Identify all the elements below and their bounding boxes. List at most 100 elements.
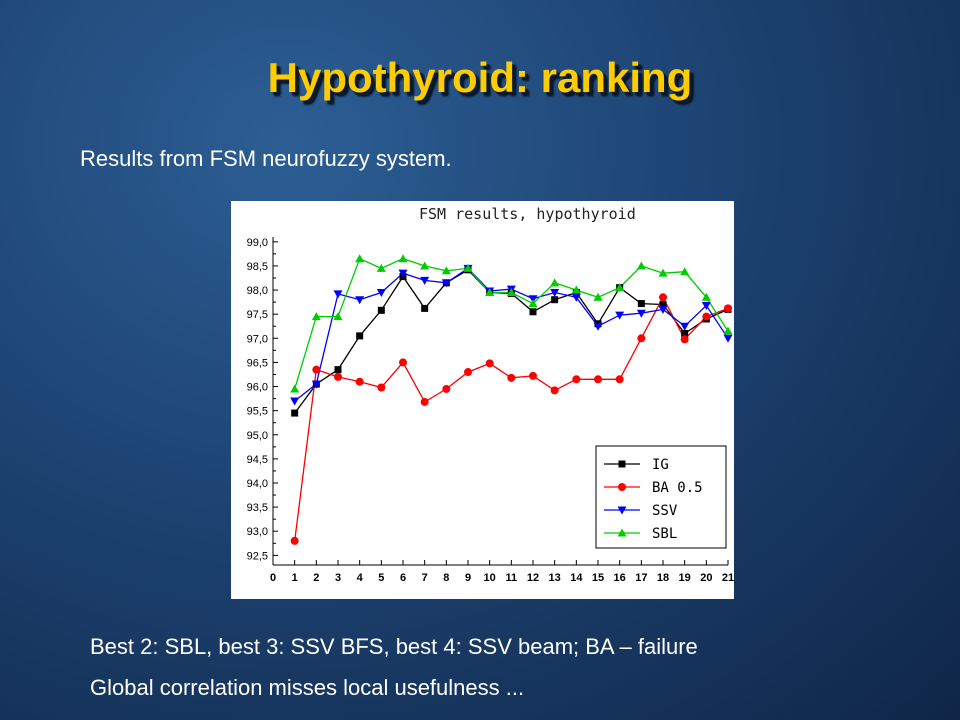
data-point bbox=[399, 358, 407, 367]
slide-subtitle: Results from FSM neurofuzzy system. bbox=[80, 146, 452, 171]
legend-label: BA 0.5 bbox=[652, 480, 703, 496]
data-point bbox=[615, 311, 625, 320]
data-point bbox=[377, 306, 385, 314]
data-point bbox=[658, 305, 668, 314]
x-tick-label: 17 bbox=[635, 572, 647, 584]
x-tick-label: 15 bbox=[592, 572, 604, 584]
data-point bbox=[528, 299, 538, 308]
data-point bbox=[529, 308, 537, 316]
data-point bbox=[658, 268, 668, 277]
x-tick-label: 8 bbox=[443, 572, 449, 584]
legend-marker bbox=[618, 460, 626, 468]
data-point bbox=[723, 326, 733, 335]
chart-title: FSM results, hypothyroid bbox=[419, 205, 636, 223]
x-tick-label: 4 bbox=[357, 572, 364, 584]
x-tick-label: 0 bbox=[270, 572, 276, 584]
data-point bbox=[659, 293, 667, 302]
legend-marker bbox=[617, 528, 627, 537]
data-point bbox=[464, 368, 472, 377]
data-point bbox=[420, 276, 430, 285]
x-tick-label: 11 bbox=[506, 572, 518, 584]
data-point bbox=[333, 312, 343, 321]
data-point bbox=[529, 371, 537, 380]
data-point bbox=[571, 293, 581, 302]
note-best-features: Best 2: SBL, best 3: SSV BFS, best 4: SS… bbox=[90, 634, 698, 659]
data-point bbox=[681, 329, 689, 337]
data-point bbox=[615, 283, 625, 292]
x-tick-label: 2 bbox=[313, 572, 319, 584]
data-point bbox=[398, 269, 408, 278]
data-point bbox=[550, 278, 560, 287]
data-point bbox=[593, 292, 603, 301]
data-point bbox=[442, 384, 451, 393]
data-point bbox=[420, 397, 429, 406]
data-point bbox=[333, 290, 343, 299]
data-point bbox=[550, 288, 560, 297]
x-tick-label: 14 bbox=[570, 572, 583, 584]
chart-panel: FSM results, hypothyroid 92,5 93,0 93,5 94,… bbox=[231, 201, 734, 599]
data-point bbox=[659, 301, 667, 309]
x-tick-label: 1 bbox=[292, 572, 298, 584]
x-tick-label: 7 bbox=[422, 572, 428, 584]
y-tick-label: 97,5 bbox=[247, 309, 268, 321]
data-point bbox=[637, 334, 646, 343]
x-tick-label: 5 bbox=[378, 572, 384, 584]
x-tick-label: 12 bbox=[527, 572, 539, 584]
y-tick-label: 98,0 bbox=[247, 285, 268, 297]
data-point bbox=[291, 409, 299, 417]
data-point bbox=[312, 365, 321, 374]
legend-box bbox=[595, 445, 727, 549]
data-point bbox=[551, 296, 559, 304]
series-line bbox=[294, 257, 729, 390]
data-point bbox=[441, 266, 451, 275]
y-tick-label: 93,0 bbox=[247, 526, 268, 538]
x-tick-label: 18 bbox=[657, 572, 669, 584]
data-point bbox=[290, 536, 299, 545]
data-point bbox=[485, 287, 495, 296]
y-tick-label: 93,5 bbox=[247, 502, 268, 514]
data-point bbox=[637, 300, 645, 308]
data-point bbox=[355, 296, 365, 305]
data-point bbox=[334, 372, 342, 381]
slide-title: Hypothyroid: ranking bbox=[267, 54, 693, 101]
data-point bbox=[702, 312, 711, 321]
data-point bbox=[723, 334, 733, 343]
data-point bbox=[355, 254, 365, 263]
data-point bbox=[593, 322, 603, 331]
legend-label: SBL bbox=[652, 526, 677, 542]
x-tick-label: 19 bbox=[679, 572, 691, 584]
data-point bbox=[377, 383, 386, 392]
data-point bbox=[290, 397, 300, 406]
data-point bbox=[334, 366, 342, 374]
data-point bbox=[290, 384, 300, 393]
legend-label: IG bbox=[652, 457, 669, 473]
data-point bbox=[376, 288, 386, 297]
data-point bbox=[680, 267, 690, 276]
data-point bbox=[701, 292, 711, 301]
data-point bbox=[615, 375, 624, 384]
data-point bbox=[680, 335, 689, 344]
x-tick-label: 21 bbox=[722, 572, 734, 584]
y-tick-label: 97,0 bbox=[247, 333, 268, 345]
data-point bbox=[680, 322, 690, 331]
x-tick-label: 3 bbox=[335, 572, 341, 584]
data-point bbox=[485, 359, 494, 368]
legend-marker bbox=[617, 506, 627, 515]
y-tick-label: 94,0 bbox=[247, 478, 268, 490]
note-global-correlation: Global correlation misses local usefulne… bbox=[90, 675, 525, 700]
legend-label: SSV bbox=[652, 503, 678, 519]
data-point bbox=[311, 312, 321, 321]
data-point bbox=[463, 263, 473, 272]
line-chart: FSM results, hypothyroid 92,5 93,0 93,5 94,… bbox=[247, 205, 734, 584]
y-tick-label: 98,5 bbox=[247, 261, 268, 273]
data-point bbox=[356, 332, 364, 340]
y-tick-label: 95,5 bbox=[247, 406, 268, 418]
y-tick-label: 95,0 bbox=[247, 430, 268, 442]
data-point bbox=[355, 377, 364, 386]
data-point bbox=[398, 254, 408, 263]
x-tick-label: 20 bbox=[700, 572, 712, 584]
data-point bbox=[701, 301, 711, 310]
x-tick-label: 13 bbox=[549, 572, 561, 584]
data-point bbox=[311, 380, 321, 389]
x-tick-label: 6 bbox=[400, 572, 406, 584]
